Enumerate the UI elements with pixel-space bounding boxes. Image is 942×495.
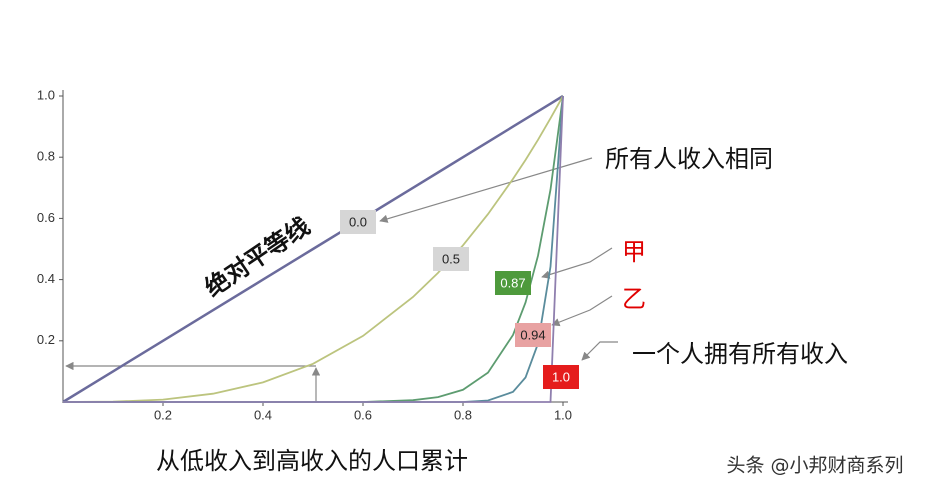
y-tick-label: 1.0 (37, 87, 55, 102)
annotation: 乙 (622, 285, 646, 313)
x-tick-label: 1.0 (554, 407, 572, 422)
annotation: 所有人收入相同 (605, 145, 773, 173)
plot: 0.2 0.4 0.6 0.8 1.0 0.2 0.4 0.6 0.8 1.0 0.0 0.5 0.87… (37, 87, 579, 422)
legend-box (433, 247, 469, 271)
legend-label: 0.87 (500, 275, 525, 290)
lorenz-curve (63, 95, 564, 403)
legend-box (340, 210, 376, 234)
x-tick-label: 0.6 (354, 407, 372, 422)
legend-box (495, 271, 531, 295)
y-tick-label: 0.4 (37, 271, 55, 286)
y-tick-label: 0.6 (37, 210, 55, 225)
x-tick-label: 0.2 (154, 407, 172, 422)
annotation-arrow (379, 157, 593, 223)
annotation: 甲 (622, 238, 646, 266)
legend-label: 1.0 (552, 369, 570, 384)
y-tick-label: 0.8 (37, 149, 55, 164)
x-axis-label: 从低收入到高收入的人口累计 (156, 447, 468, 475)
watermark: 头条 @小邦财商系列 (726, 455, 903, 477)
annotation-arrow (581, 341, 618, 361)
y-tick-label: 0.2 (37, 332, 55, 347)
x-tick-label: 0.8 (454, 407, 472, 422)
x-tick-label: 0.4 (254, 407, 272, 422)
legend-box (515, 323, 551, 347)
annotation: 一个人拥有所有收入 (632, 340, 848, 368)
annotation-arrow (541, 247, 613, 279)
legend-box (543, 365, 579, 389)
legend-label: 0.94 (520, 327, 545, 342)
annotation-arrow (551, 295, 613, 327)
legend-label: 0.0 (349, 214, 367, 229)
legend-label: 0.5 (442, 251, 460, 266)
lorenz-curve (62, 94, 564, 404)
lorenz-curve (62, 95, 564, 403)
